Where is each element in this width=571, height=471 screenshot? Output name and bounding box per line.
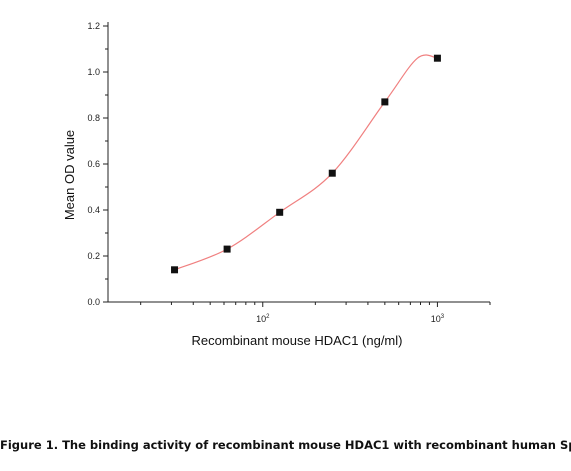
fit-curve (174, 54, 438, 271)
x-tick-label: 102 (256, 314, 270, 324)
x-tick-label: 103 (431, 314, 445, 324)
y-tick-label: 0.2 (87, 251, 100, 261)
chart-axes: 0.0 0.2 0.4 0.6 0.8 1.0 1.2 102 103 (87, 21, 491, 324)
y-axis-title: Mean OD value (62, 130, 77, 220)
data-point (171, 266, 179, 274)
y-tick-label: 1.0 (87, 67, 100, 77)
data-point (328, 169, 336, 177)
figure-caption: Figure 1. The binding activity of recomb… (0, 438, 571, 452)
fit-curve-group (174, 54, 438, 271)
chart-plot: 0.0 0.2 0.4 0.6 0.8 1.0 1.2 102 103 Recombinant … (62, 21, 491, 348)
data-point (276, 208, 284, 216)
y-tick-label: 0.8 (87, 113, 100, 123)
data-point (223, 245, 231, 253)
data-point (381, 98, 389, 106)
x-axis-title: Recombinant mouse HDAC1 (ng/ml) (192, 333, 403, 348)
data-point (433, 54, 441, 62)
y-tick-label: 0.6 (87, 159, 100, 169)
y-tick-label: 1.2 (87, 21, 100, 31)
y-tick-label: 0.4 (87, 205, 100, 215)
y-tick-label: 0.0 (87, 297, 100, 307)
data-points (171, 54, 441, 274)
